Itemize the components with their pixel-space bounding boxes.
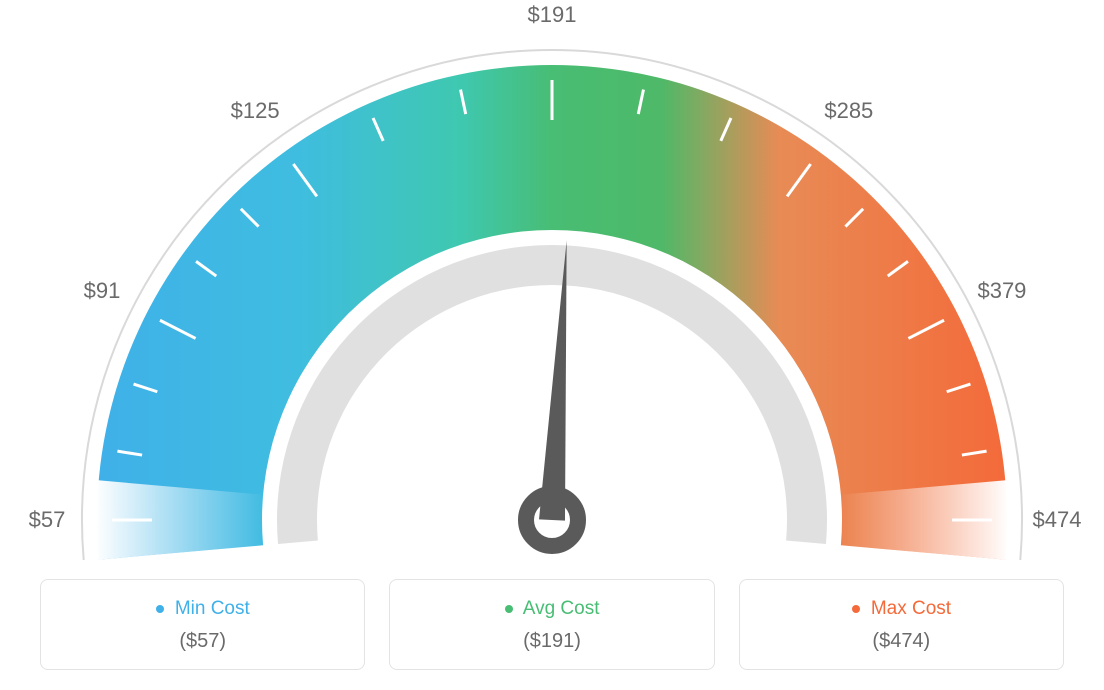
- legend-card-max: Max Cost ($474): [739, 579, 1064, 670]
- legend-title-min: Min Cost: [51, 598, 354, 620]
- legend-title-avg: Avg Cost: [400, 598, 703, 620]
- gauge-svg: [0, 0, 1104, 560]
- legend-title-max: Max Cost: [750, 598, 1053, 620]
- legend-label-min: Min Cost: [175, 598, 250, 619]
- gauge-tick-label: $191: [528, 2, 577, 28]
- legend-value-max: ($474): [750, 630, 1053, 653]
- legend-dot-avg: [505, 605, 513, 613]
- legend-label-avg: Avg Cost: [523, 598, 600, 619]
- gauge-tick-label: $474: [1033, 507, 1082, 533]
- legend-card-min: Min Cost ($57): [40, 579, 365, 670]
- legend-label-max: Max Cost: [871, 598, 951, 619]
- legend-value-min: ($57): [51, 630, 354, 653]
- gauge-tick-label: $125: [231, 98, 280, 124]
- legend-dot-min: [156, 605, 164, 613]
- legend-dot-max: [852, 605, 860, 613]
- gauge-tick-label: $285: [824, 98, 873, 124]
- legend-row: Min Cost ($57) Avg Cost ($191) Max Cost …: [40, 579, 1064, 670]
- legend-card-avg: Avg Cost ($191): [389, 579, 714, 670]
- gauge-tick-label: $91: [84, 278, 121, 304]
- gauge-tick-label: $57: [29, 507, 66, 533]
- legend-value-avg: ($191): [400, 630, 703, 653]
- gauge-tick-label: $379: [977, 278, 1026, 304]
- gauge-chart: $57 $91 $125 $191 $285 $379 $474: [0, 0, 1104, 560]
